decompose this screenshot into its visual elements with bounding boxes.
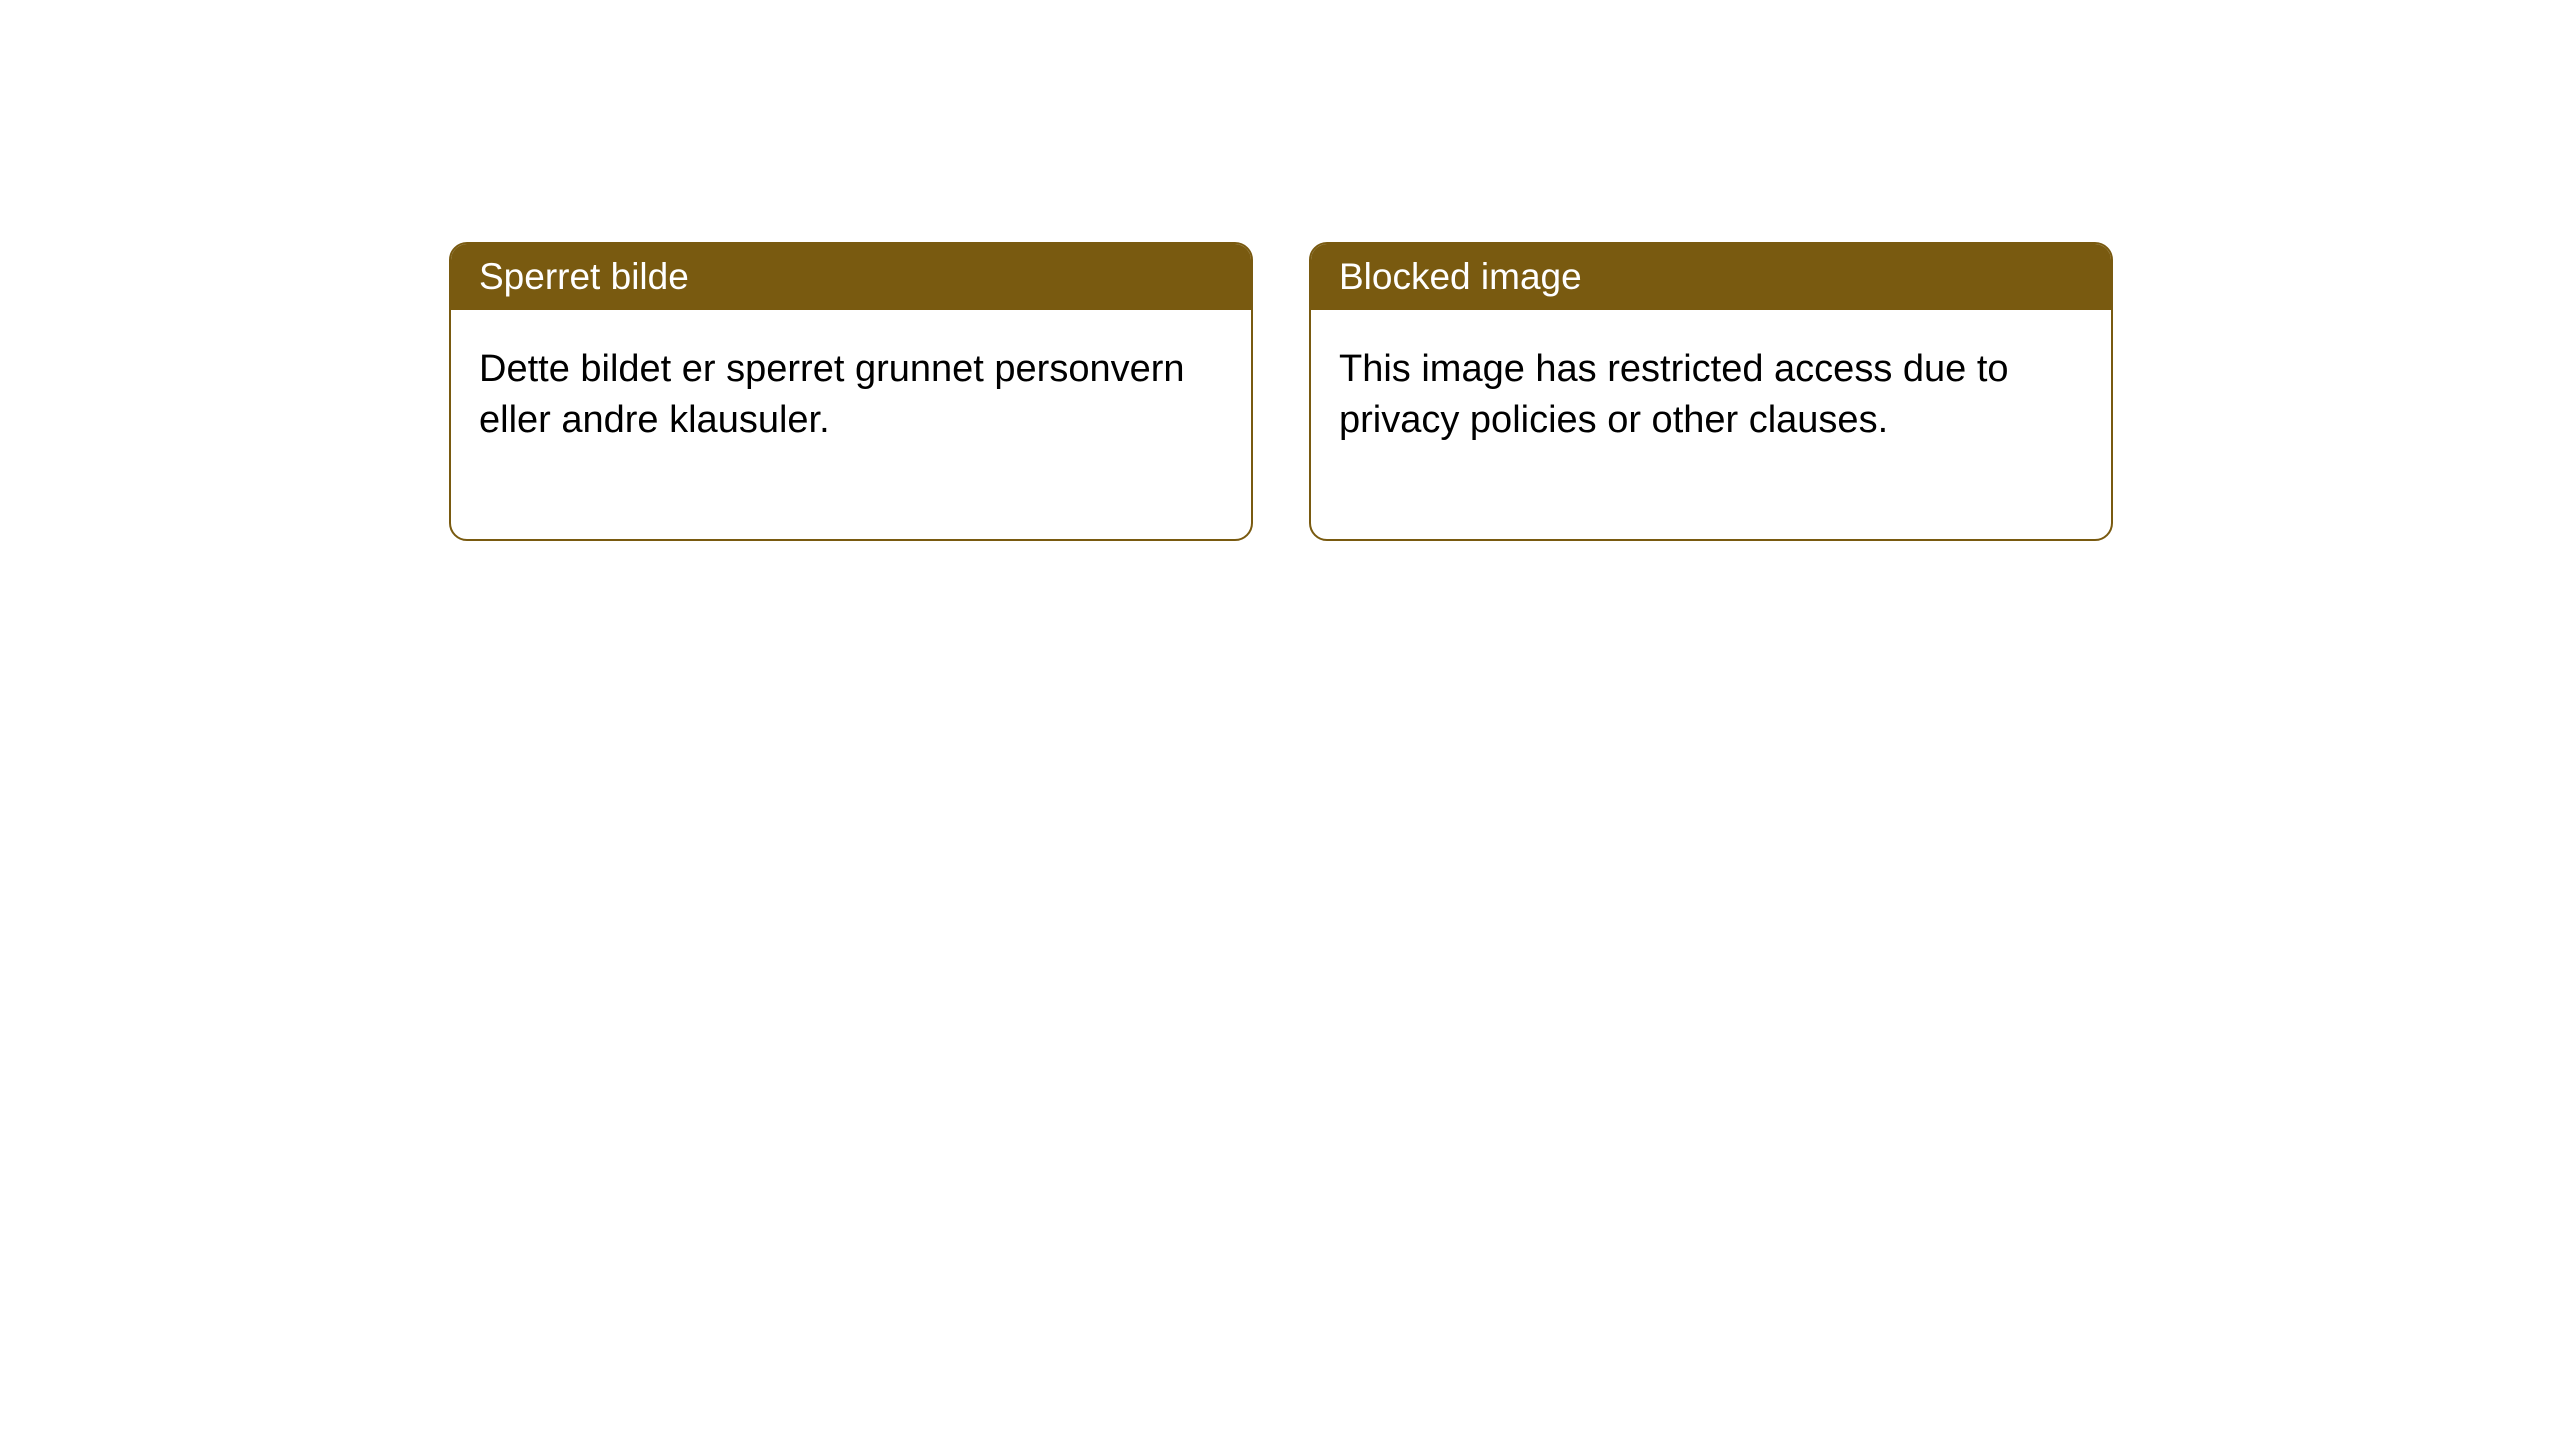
- card-header: Blocked image: [1311, 244, 2111, 310]
- notice-container: Sperret bilde Dette bildet er sperret gr…: [0, 0, 2560, 541]
- blocked-image-card-en: Blocked image This image has restricted …: [1309, 242, 2113, 541]
- card-body: Dette bildet er sperret grunnet personve…: [451, 310, 1251, 539]
- card-header: Sperret bilde: [451, 244, 1251, 310]
- blocked-image-card-no: Sperret bilde Dette bildet er sperret gr…: [449, 242, 1253, 541]
- card-body: This image has restricted access due to …: [1311, 310, 2111, 539]
